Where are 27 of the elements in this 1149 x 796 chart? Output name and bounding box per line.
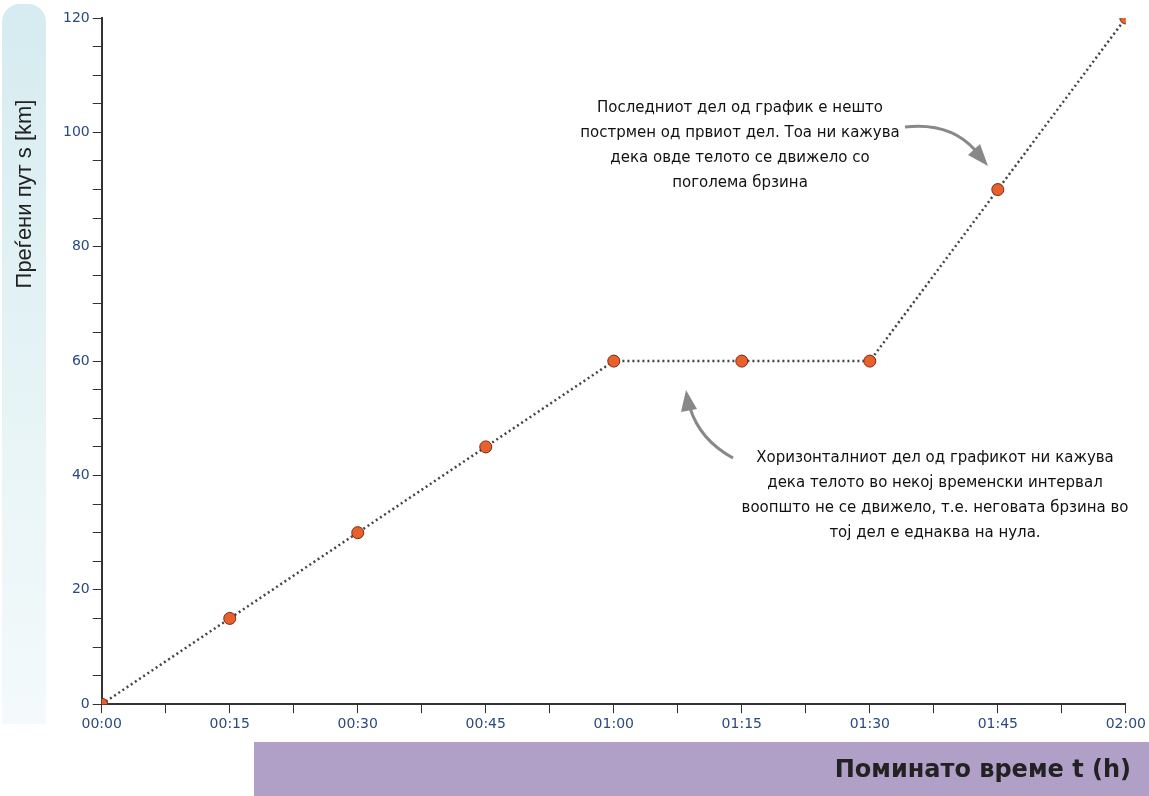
y-tick-label: 0 xyxy=(80,694,90,711)
annotation: Последниот дел од график е нешто пострмен од првиот дел. Тоа ни кажува дека овде телото се движело со поголема брзина xyxy=(580,97,900,191)
y-tick-label: 80 xyxy=(71,237,90,254)
x-tick-label: 01:45 xyxy=(977,715,1018,732)
point xyxy=(607,354,621,368)
x-tick-label: 01:30 xyxy=(849,715,890,732)
y-axis-title: Преѓени пут s [km] xyxy=(11,99,37,289)
y-tick-label: 20 xyxy=(71,580,90,597)
x-axis-title: Поминато време t (h) xyxy=(254,742,1149,796)
x-tick-label: 00:45 xyxy=(465,715,506,732)
x-tick-label: 00:30 xyxy=(337,715,378,732)
point xyxy=(863,354,877,368)
y-tick-label: 120 xyxy=(62,8,90,25)
annotation: Хоризонталниот дел од графикот ни кажува дека телото во некој временски интервал воопшто не се движело, т.е. неговата брзина во тој дел е еднаква на нула. xyxy=(741,447,1129,541)
x-tick-label: 00:15 xyxy=(209,715,250,732)
point xyxy=(991,183,1005,197)
point xyxy=(223,611,237,625)
point xyxy=(351,526,365,540)
point xyxy=(735,354,749,368)
y-tick-label: 60 xyxy=(71,351,90,368)
point xyxy=(479,440,493,454)
y-tick-label: 100 xyxy=(62,123,90,140)
x-tick-label: 01:00 xyxy=(593,715,634,732)
x-tick-label: 02:00 xyxy=(1105,715,1147,732)
y-tick-label: 40 xyxy=(71,466,90,483)
x-tick-label: 00:00 xyxy=(81,715,122,732)
x-tick-label: 01:15 xyxy=(721,715,762,732)
